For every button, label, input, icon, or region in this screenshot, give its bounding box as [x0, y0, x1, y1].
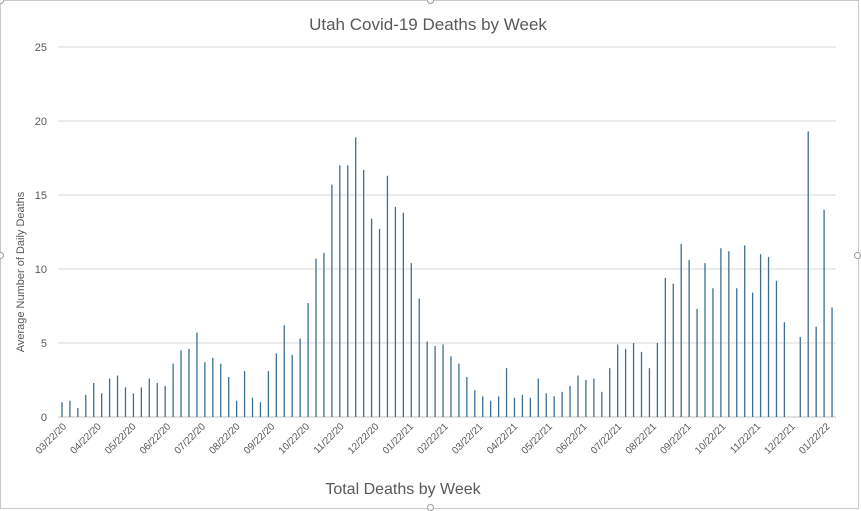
y-tick-label: 25 [35, 42, 47, 54]
x-tick-label: 10/22/21 [693, 421, 729, 457]
x-tick-label: 01/22/22 [797, 421, 833, 457]
y-tick-label: 0 [41, 412, 47, 424]
x-tick-label: 12/22/21 [763, 421, 799, 457]
x-tick-label: 08/22/20 [207, 421, 243, 457]
x-tick-labels: 03/22/20 04/22/20 05/22/20 06/22/20 07/22/20… [34, 421, 833, 457]
y-tick-label: 5 [41, 338, 47, 350]
x-tick-label: 07/22/21 [589, 421, 625, 457]
resize-handle-top-left[interactable] [0, 0, 4, 4]
x-tick-label: 04/22/21 [485, 421, 521, 457]
x-tick-label: 03/22/21 [450, 421, 486, 457]
resize-handle-top[interactable] [427, 0, 434, 4]
bars [61, 131, 833, 417]
chart-title: Utah Covid-19 Deaths by Week [309, 15, 547, 34]
x-tick-label: 07/22/20 [173, 421, 209, 457]
x-tick-label: 11/22/20 [312, 421, 347, 456]
y-tick-labels: 0 5 10 15 20 25 [35, 42, 47, 424]
resize-handle-bottom[interactable] [427, 504, 434, 511]
y-tick-label: 15 [35, 190, 47, 202]
x-tick-label: 08/22/21 [624, 421, 660, 457]
x-tick-label: 12/22/20 [346, 421, 382, 457]
resize-handle-left[interactable] [0, 252, 4, 259]
y-axis-label: Average Number of Daily Deaths [15, 191, 27, 352]
gridlines [58, 46, 836, 418]
x-tick-label: 01/22/21 [381, 421, 417, 457]
x-tick-label: 09/22/21 [658, 421, 694, 457]
resize-handle-right[interactable] [854, 252, 861, 259]
x-tick-label: 06/22/21 [554, 421, 590, 457]
x-tick-label: 06/22/20 [138, 421, 174, 457]
x-tick-label: 11/22/21 [728, 421, 763, 456]
y-tick-label: 10 [35, 264, 47, 276]
x-tick-label: 10/22/20 [277, 421, 313, 457]
x-tick-label: 09/22/20 [242, 421, 278, 457]
x-tick-label: 05/22/20 [103, 421, 139, 457]
x-tick-label: 03/22/20 [34, 421, 70, 457]
x-tick-label: 04/22/20 [69, 421, 105, 457]
x-tick-label: 02/22/21 [416, 421, 452, 457]
x-tick-label: 05/22/21 [520, 421, 556, 457]
x-axis-label: Total Deaths by Week [325, 481, 481, 498]
y-tick-label: 20 [35, 116, 47, 128]
